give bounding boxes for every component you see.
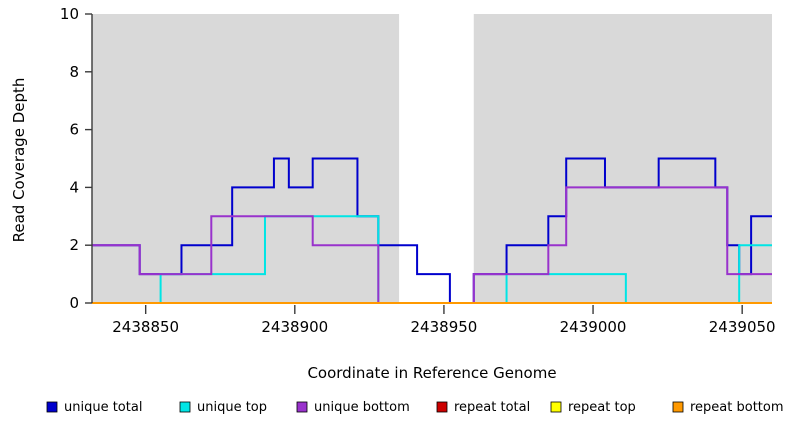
x-tick-label: 2438850 [112,318,179,336]
y-tick-label: 4 [69,178,79,196]
legend-label-repeat-top: repeat top [568,400,636,415]
legend-swatch-unique-total [46,401,58,413]
x-tick-label: 2438900 [261,318,328,336]
y-tick-label: 8 [69,63,79,81]
y-tick-label: 10 [60,5,79,23]
legend-label-repeat-total: repeat total [454,400,530,415]
legend-swatch-unique-bottom [296,401,308,413]
y-axis-title: Read Coverage Depth [10,78,28,243]
x-tick-label: 2439000 [560,318,627,336]
y-tick-label: 6 [69,121,79,139]
x-tick-label: 2438950 [411,318,478,336]
legend-label-unique-bottom: unique bottom [314,400,410,415]
legend-swatch-repeat-top [550,401,562,413]
region-unique-gap [399,14,474,303]
legend-swatch-repeat-bottom [672,401,684,413]
legend-label-unique-top: unique top [197,400,267,415]
x-axis-title: Coordinate in Reference Genome [307,364,556,382]
legend-label-unique-total: unique total [64,400,142,415]
region-repeat-region-right [473,14,772,303]
y-tick-label: 0 [69,294,79,312]
legend-group: unique total unique top unique bottom repea… [46,400,784,415]
axes-group [85,13,743,314]
legend-swatch-unique-top [179,401,191,413]
legend-label-repeat-bottom: repeat bottom [690,400,784,415]
legend-swatch-repeat-total [436,401,448,413]
tick-labels-group: 0 2 4 6 8 10 2438850 2438900 2438950 2439000 24390… [60,5,776,336]
x-tick-label: 2439050 [709,318,776,336]
series-group [92,157,772,304]
y-tick-label: 2 [69,236,79,254]
